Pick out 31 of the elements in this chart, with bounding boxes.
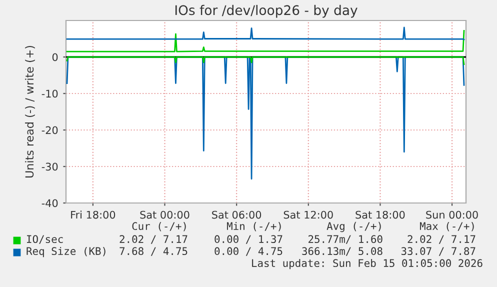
- line-series: [66, 56, 465, 65]
- legend-label: IO/sec: [27, 235, 63, 244]
- text: 366.13m/ 5.08: [302, 247, 382, 256]
- chart-title: IOs for /dev/loop26 - by day: [175, 4, 358, 18]
- text: 25.77m/ 1.60: [308, 235, 382, 244]
- text: 7.68 / 4.75: [120, 247, 188, 256]
- text: 33.07 / 7.87: [401, 247, 476, 256]
- x-tick-label: Sun 00:00: [426, 210, 478, 219]
- y-axis-title: Units read (-) / write (+): [25, 46, 35, 178]
- y-tick-label: -40: [42, 199, 58, 208]
- y-tick-label: 0: [52, 53, 58, 62]
- line-series: [66, 30, 465, 52]
- text: 2.02 / 7.17: [408, 235, 476, 244]
- text: Last update: Sun Feb 15 01:05:00 2026: [252, 258, 482, 270]
- text: Cur (-/+): [132, 222, 186, 232]
- text: Min (-/+): [226, 222, 281, 232]
- x-tick-label: Fri 18:00: [71, 210, 116, 219]
- text: Avg (-/+): [326, 222, 381, 232]
- x-tick-label: Sat 18:00: [356, 210, 405, 219]
- line-series: [66, 26, 465, 40]
- text: Max (-/+): [420, 222, 474, 232]
- text: 2.02 / 7.17: [120, 235, 188, 244]
- y-tick-label: -20: [42, 126, 58, 134]
- x-tick-label: Sat 12:00: [284, 210, 333, 219]
- legend-label: Req Size (KB): [26, 246, 106, 258]
- x-tick-label: Sat 06:00: [212, 210, 262, 219]
- text: 0.00 / 4.75: [214, 247, 282, 256]
- text: 0.00 / 1.37: [214, 235, 282, 244]
- y-tick-label: -10: [42, 90, 58, 98]
- y-tick-label: -30: [42, 162, 58, 171]
- x-tick-label: Sat 00:00: [140, 210, 190, 219]
